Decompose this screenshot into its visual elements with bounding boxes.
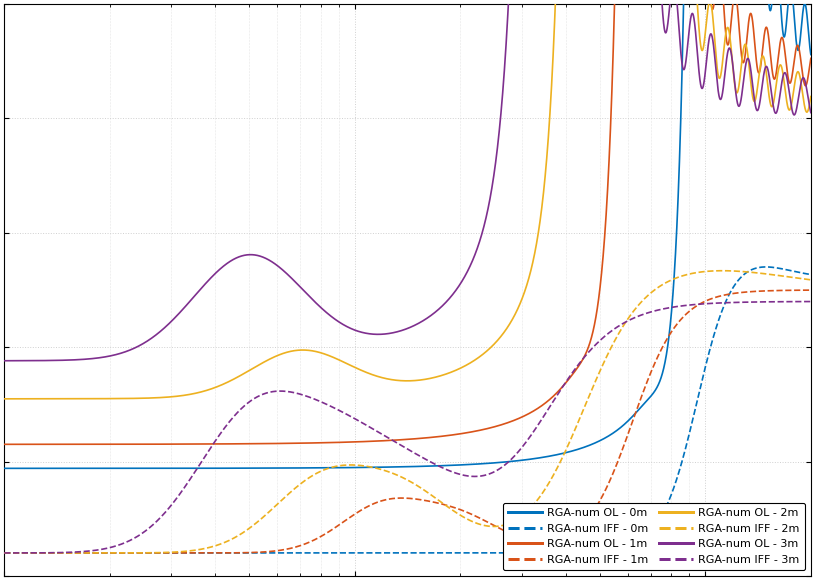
Legend: RGA-num OL - 0m, RGA-num IFF - 0m, RGA-num OL - 1m, RGA-num IFF - 1m, RGA-num OL: RGA-num OL - 0m, RGA-num IFF - 0m, RGA-n… xyxy=(503,502,805,570)
